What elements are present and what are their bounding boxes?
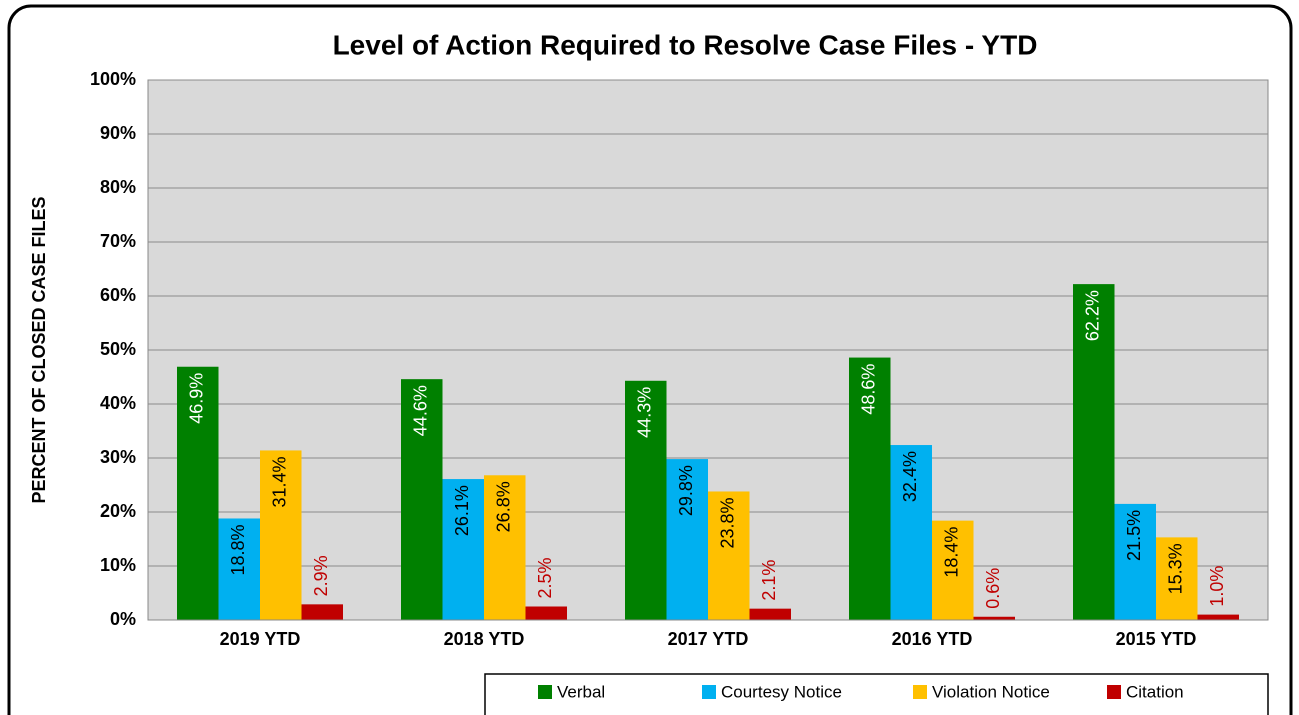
y-tick-label: 40% (100, 393, 136, 413)
y-tick-label: 80% (100, 177, 136, 197)
y-tick-label: 0% (110, 609, 136, 629)
bar (401, 379, 443, 620)
data-label: 23.8% (718, 497, 738, 548)
data-label: 31.4% (270, 456, 290, 507)
bar (1114, 503, 1156, 620)
data-label: 2.5% (535, 557, 555, 598)
y-tick-label: 50% (100, 339, 136, 359)
legend-swatch (538, 685, 552, 699)
y-tick-label: 70% (100, 231, 136, 251)
y-tick-label: 10% (100, 555, 136, 575)
bar (708, 491, 750, 620)
bar (1156, 537, 1198, 620)
legend-label: Verbal (557, 682, 605, 701)
legend-swatch (913, 685, 927, 699)
bar (749, 608, 791, 620)
bar (973, 616, 1015, 620)
bar (442, 479, 484, 620)
data-label: 46.9% (187, 373, 207, 424)
legend-swatch (702, 685, 716, 699)
data-label: 18.4% (942, 527, 962, 578)
bar (177, 366, 219, 620)
y-tick-label: 20% (100, 501, 136, 521)
bar (932, 520, 974, 620)
legend-label: Courtesy Notice (721, 682, 842, 701)
bar (484, 475, 526, 620)
x-tick-label: 2015 YTD (1116, 629, 1197, 649)
legend (484, 673, 1269, 715)
data-label: 18.8% (228, 524, 248, 575)
data-label: 2.9% (311, 555, 331, 596)
data-label: 26.1% (452, 485, 472, 536)
data-label: 21.5% (1124, 510, 1144, 561)
x-tick-label: 2019 YTD (220, 629, 301, 649)
bar (625, 380, 667, 620)
bar (666, 459, 708, 620)
y-tick-label: 60% (100, 285, 136, 305)
bar (849, 357, 891, 620)
data-label: 62.2% (1083, 290, 1103, 341)
y-tick-label: 90% (100, 123, 136, 143)
bar (890, 445, 932, 620)
data-label: 2.1% (759, 560, 779, 601)
y-tick-label: 100% (90, 69, 136, 89)
data-label: 1.0% (1207, 566, 1227, 607)
legend-label: Violation Notice (932, 682, 1050, 701)
legend-swatch (1107, 685, 1121, 699)
bar (1197, 614, 1239, 620)
legend-label: Citation (1126, 682, 1184, 701)
bar (525, 606, 567, 620)
x-tick-label: 2016 YTD (892, 629, 973, 649)
data-label: 26.8% (494, 481, 514, 532)
bar (301, 604, 343, 620)
bar (1073, 284, 1115, 620)
data-label: 44.3% (635, 387, 655, 438)
y-tick-label: 30% (100, 447, 136, 467)
data-label: 44.6% (411, 385, 431, 436)
chart-title: Level of Action Required to Resolve Case… (333, 29, 1038, 60)
data-label: 29.8% (676, 465, 696, 516)
y-axis-label: PERCENT OF CLOSED CASE FILES (29, 196, 49, 503)
x-tick-label: 2017 YTD (668, 629, 749, 649)
data-label: 48.6% (859, 364, 879, 415)
bar (218, 518, 260, 620)
x-tick-label: 2018 YTD (444, 629, 525, 649)
data-label: 0.6% (983, 568, 1003, 609)
data-label: 15.3% (1166, 543, 1186, 594)
data-label: 32.4% (900, 451, 920, 502)
bar (260, 450, 302, 620)
